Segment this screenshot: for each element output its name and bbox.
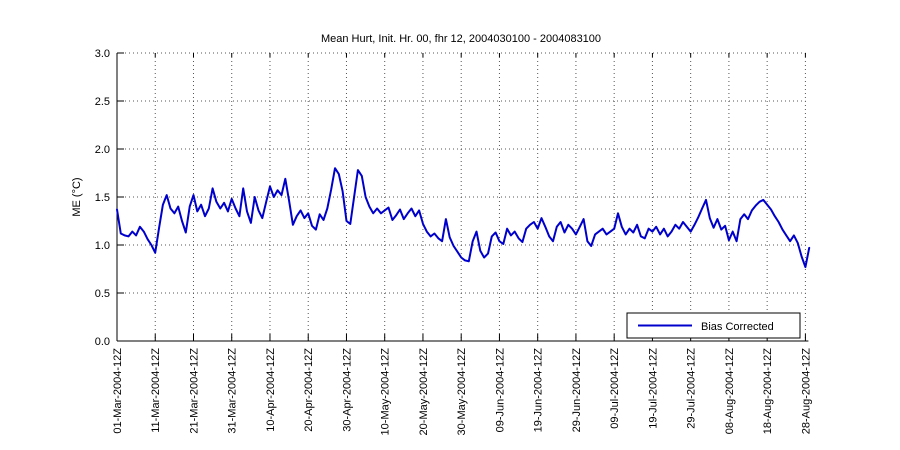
- x-tick-label: 29-Jul-2004-12Z: [686, 348, 698, 429]
- x-tick-label: 01-Mar-2004-12Z: [112, 348, 124, 434]
- x-tick-label: 09-Jun-2004-12Z: [494, 348, 506, 433]
- x-tick-label: 20-Apr-2004-12Z: [303, 348, 315, 432]
- x-tick-label: 19-Jun-2004-12Z: [533, 348, 545, 433]
- x-tick-label: 19-Jul-2004-12Z: [647, 348, 659, 429]
- gridlines: [117, 52, 806, 341]
- bias-corrected-line: [116, 167, 811, 269]
- y-axis-label: ME (°C): [71, 177, 83, 216]
- y-tick-label: 1.0: [95, 240, 110, 252]
- x-tick-label: 31-Mar-2004-12Z: [227, 348, 239, 434]
- x-tick-label: 30-May-2004-12Z: [456, 348, 468, 436]
- axes: [116, 52, 809, 342]
- y-tick-label: 2.5: [95, 96, 110, 108]
- y-tick-label: 0.0: [95, 336, 110, 348]
- legend-box: [626, 312, 801, 339]
- x-tick-label: 28-Aug-2004-12Z: [800, 348, 812, 435]
- legend: Bias Corrected: [626, 312, 801, 339]
- x-tick-label: 21-Mar-2004-12Z: [188, 348, 200, 434]
- x-tick-label: 29-Jun-2004-12Z: [571, 348, 583, 433]
- x-tick-label: 10-May-2004-12Z: [380, 348, 392, 436]
- x-tick-label: 30-Apr-2004-12Z: [341, 348, 353, 432]
- x-tick-label: 11-Mar-2004-12Z: [150, 348, 162, 433]
- x-tick-label: 18-Aug-2004-12Z: [762, 348, 774, 435]
- x-tick-label: 09-Jul-2004-12Z: [609, 348, 621, 429]
- x-tick-label: 10-Apr-2004-12Z: [265, 348, 277, 432]
- y-tick-label: 1.5: [95, 192, 110, 204]
- x-tick-label: 08-Aug-2004-12Z: [724, 348, 736, 435]
- legend-label: Bias Corrected: [701, 321, 774, 333]
- y-tick-labels: 0.0 0.5 1.0 1.5 2.0 2.5 3.0: [95, 48, 110, 348]
- chart-title: Mean Hurt, Init. Hr. 00, fhr 12, 2004030…: [321, 33, 601, 45]
- y-tick-label: 0.5: [95, 288, 110, 300]
- x-tick-labels: 01-Mar-2004-12Z 11-Mar-2004-12Z 21-Mar-200…: [112, 348, 812, 436]
- y-tick-label: 3.0: [95, 48, 110, 60]
- y-tick-label: 2.0: [95, 144, 110, 156]
- x-tick-label: 20-May-2004-12Z: [418, 348, 430, 436]
